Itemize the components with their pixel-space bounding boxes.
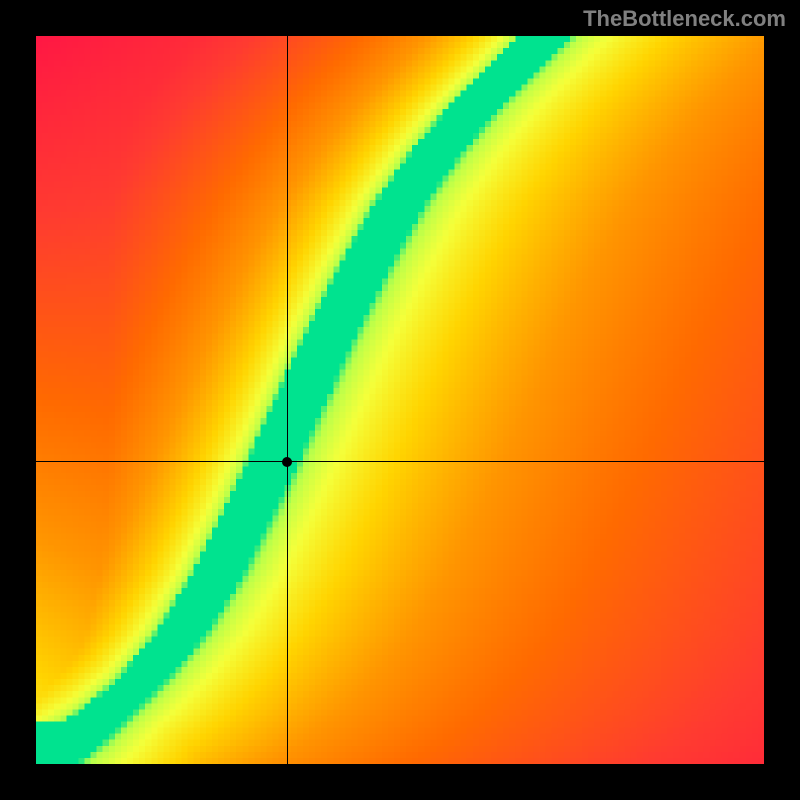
bottleneck-heatmap: [36, 36, 764, 764]
selected-point-marker: [282, 457, 292, 467]
crosshair-horizontal: [36, 461, 764, 462]
chart-container: { "watermark": { "text": "TheBottleneck.…: [0, 0, 800, 800]
plot-area: [36, 36, 764, 764]
watermark-label: TheBottleneck.com: [583, 6, 786, 32]
crosshair-vertical: [287, 36, 288, 764]
